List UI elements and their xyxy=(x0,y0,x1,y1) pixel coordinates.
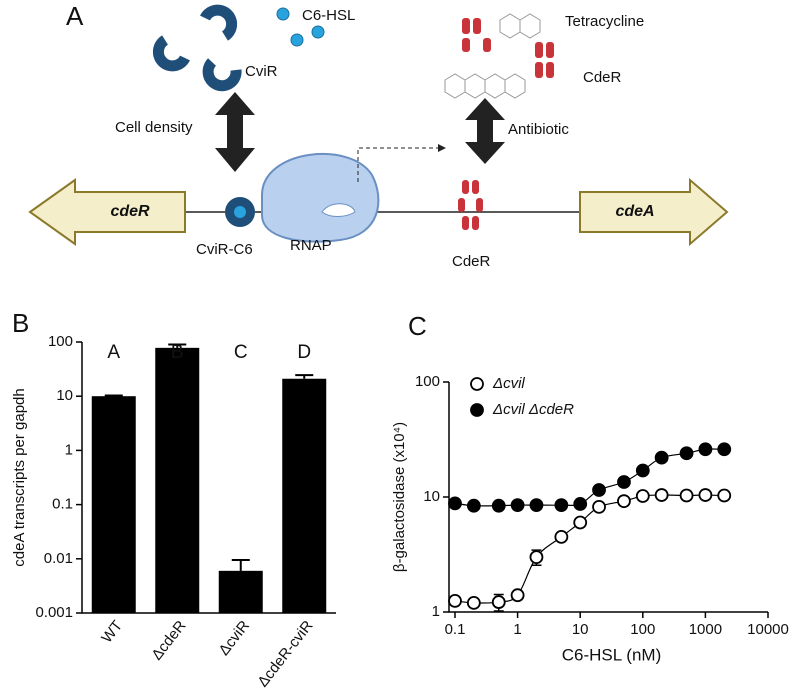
bar xyxy=(282,378,327,613)
y-tick-label: 100 xyxy=(415,373,440,390)
legend-marker xyxy=(470,377,484,391)
point xyxy=(679,446,694,461)
error-bar xyxy=(295,374,314,379)
label: CviR xyxy=(245,63,278,80)
label: RNAP xyxy=(290,237,332,254)
point xyxy=(510,498,525,513)
error-bar xyxy=(104,394,123,397)
point xyxy=(617,494,631,509)
point xyxy=(554,529,569,544)
label: CdeR xyxy=(452,253,491,270)
y-tick-label: 10 xyxy=(423,488,440,505)
point xyxy=(592,500,606,514)
label: C6-HSL xyxy=(302,7,355,24)
annotation: A xyxy=(107,342,120,363)
point xyxy=(573,515,588,530)
legend-label: Δcvil xyxy=(492,375,525,392)
point xyxy=(491,595,506,609)
annotation: D xyxy=(297,342,311,363)
rnap xyxy=(261,153,380,243)
y-tick-label: 0.1 xyxy=(52,496,73,513)
y-tick-label: 0.001 xyxy=(35,604,73,621)
label: CdeR xyxy=(583,69,622,86)
x-tick-label: 10 xyxy=(572,621,589,638)
point xyxy=(717,488,732,503)
y-axis-label: cdeA transcripts per gapdh xyxy=(11,388,28,566)
point xyxy=(698,488,713,502)
point xyxy=(510,588,525,603)
error-bar xyxy=(168,343,187,348)
c6hsl-molecules xyxy=(276,7,325,47)
x-tick-label: ΔcviR xyxy=(216,617,254,658)
cvir-c6 xyxy=(234,206,246,218)
label: Tetracycline xyxy=(565,13,644,30)
point xyxy=(448,593,462,608)
point xyxy=(529,498,544,513)
point xyxy=(592,483,606,497)
panel-label: B xyxy=(12,308,29,338)
legend-label: Δcvil ΔcdeR xyxy=(492,401,574,418)
cder-proteins xyxy=(462,18,554,78)
x-tick-label: 1 xyxy=(513,621,521,638)
gene-label: cdeA xyxy=(615,203,654,220)
panel-label: C xyxy=(408,311,427,341)
arrow-head xyxy=(438,144,446,152)
point xyxy=(491,498,506,513)
y-tick-label: 100 xyxy=(48,333,73,350)
x-tick-label: ΔcdeR-cviR xyxy=(254,617,316,690)
x-tick-label: 100 xyxy=(630,621,655,638)
point xyxy=(573,497,588,511)
panel-label: A xyxy=(66,1,84,31)
gene-arrow xyxy=(28,178,186,246)
gene-arrow xyxy=(579,177,729,247)
point xyxy=(698,442,713,457)
point xyxy=(448,496,462,511)
bar xyxy=(91,396,136,613)
tetracycline-molecules xyxy=(444,13,541,99)
x-axis-label: C6-HSL (nM) xyxy=(562,645,662,664)
gene-label: cdeR xyxy=(110,203,150,220)
point xyxy=(554,498,569,513)
cvir-proteins xyxy=(152,4,242,92)
label: Antibiotic xyxy=(508,121,569,138)
annotation: B xyxy=(171,342,184,363)
point xyxy=(679,488,694,503)
y-tick-label: 1 xyxy=(65,441,73,458)
point xyxy=(717,442,732,457)
bar xyxy=(218,570,263,613)
bar xyxy=(155,347,200,613)
legend-marker xyxy=(470,403,484,417)
point xyxy=(466,595,481,610)
point xyxy=(654,488,669,502)
double-arrow xyxy=(215,92,255,172)
x-tick-label: 0.1 xyxy=(445,621,466,638)
y-axis-label: β-galactosidase (x10⁴) xyxy=(391,422,408,572)
error-bar xyxy=(231,559,250,571)
y-tick-label: 0.01 xyxy=(44,550,73,567)
label: Cell density xyxy=(115,119,193,136)
point xyxy=(654,450,669,465)
point xyxy=(529,550,544,565)
point xyxy=(635,463,650,478)
point xyxy=(635,489,650,503)
point xyxy=(466,498,481,513)
annotation: C xyxy=(234,342,248,363)
double-arrow xyxy=(465,98,505,164)
x-tick-label: WT xyxy=(98,617,126,646)
x-tick-label: 1000 xyxy=(689,621,722,638)
y-tick-label: 1 xyxy=(432,603,440,620)
rnap-cleft xyxy=(321,203,356,217)
x-tick-label: 10000 xyxy=(747,621,789,638)
y-tick-label: 10 xyxy=(56,387,73,404)
cder-bound xyxy=(458,180,483,230)
point xyxy=(617,475,631,489)
label: CviR-C6 xyxy=(196,241,253,258)
x-tick-label: ΔcdeR xyxy=(148,617,189,663)
